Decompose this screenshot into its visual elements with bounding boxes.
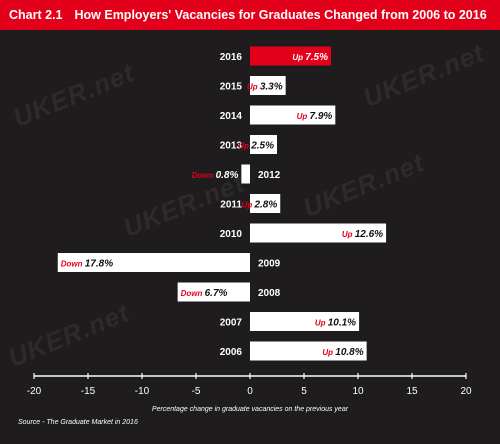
bar [250, 76, 286, 95]
year-label: 2012 [258, 170, 281, 181]
source-note: Source - The Graduate Market in 2016 [18, 419, 138, 426]
data-label: Up 10.8% [322, 347, 363, 358]
bar [250, 135, 277, 154]
x-tick-label: -10 [135, 386, 150, 397]
bar [241, 164, 250, 184]
bar [250, 46, 331, 66]
data-label: Up 12.6% [342, 229, 383, 240]
data-label: Up 2.8% [242, 200, 278, 211]
data-label: Down 6.7% [181, 288, 228, 299]
data-label: Up 10.1% [315, 318, 356, 329]
x-tick-label: 15 [406, 386, 418, 397]
bar [250, 312, 360, 331]
year-label: 2008 [258, 288, 281, 299]
chart-title: How Employers' Vacancies for Graduates C… [74, 8, 487, 22]
year-label: 2013 [220, 141, 243, 152]
data-label: Down 0.8% [192, 170, 239, 181]
year-label: 2007 [220, 318, 243, 329]
bar [250, 194, 281, 213]
bar [250, 105, 336, 125]
x-tick-label: -15 [81, 386, 96, 397]
x-tick-label: 0 [247, 386, 253, 397]
data-label: Up 2.5% [238, 141, 274, 152]
year-label: 2015 [220, 82, 243, 93]
bar [177, 282, 250, 302]
year-label: 2016 [220, 52, 243, 63]
x-tick-label: -5 [192, 386, 201, 397]
bar [250, 341, 367, 361]
data-label: Up 3.3% [247, 82, 283, 93]
x-axis-label: Percentage change in graduate vacancies … [152, 406, 349, 413]
data-label: Up 7.9% [297, 111, 333, 122]
year-label: 2006 [220, 347, 243, 358]
x-tick-label: 5 [301, 386, 307, 397]
chart-number: Chart 2.1 [9, 8, 63, 22]
data-label: Down 17.8% [61, 259, 113, 270]
bar [250, 223, 387, 243]
x-tick-label: 20 [460, 386, 472, 397]
year-label: 2014 [220, 111, 243, 122]
year-label: 2009 [258, 259, 281, 270]
data-label: Up 7.5% [292, 52, 328, 63]
bar [57, 253, 251, 272]
chart-header: Chart 2.1 How Employers' Vacancies for G… [0, 0, 500, 30]
x-tick-label: -20 [27, 386, 42, 397]
x-tick-label: 10 [352, 386, 364, 397]
year-label: 2010 [220, 229, 243, 240]
year-label: 2011 [220, 200, 242, 211]
